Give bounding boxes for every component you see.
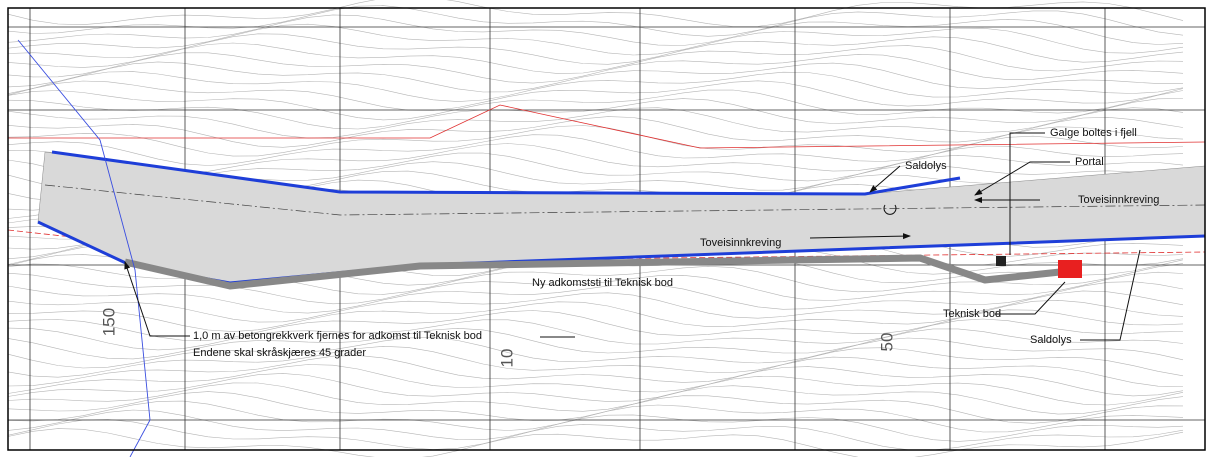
station-label: 50 <box>877 333 896 352</box>
label: Toveisinnkreving <box>700 237 781 249</box>
gantry <box>996 256 1006 266</box>
note: Endene skal skråskjæres 45 grader <box>193 347 366 359</box>
station-label: 150 <box>99 308 118 336</box>
label: Ny adkomststi til Teknisk bod <box>532 277 673 289</box>
label: Teknisk bod <box>943 308 1001 320</box>
label: Saldolys <box>1030 334 1072 346</box>
label: Saldolys <box>905 160 947 172</box>
station-label: 10 <box>497 349 516 368</box>
label: Portal <box>1075 156 1104 168</box>
label: Toveisinnkreving <box>1078 194 1159 206</box>
label: Galge boltes i fjell <box>1050 127 1137 139</box>
note: 1,0 m av betongrekkverk fjernes for adko… <box>193 330 482 342</box>
technical-building <box>1058 260 1082 278</box>
plan-drawing: Galge boltes i fjell Portal Saldolys Tov… <box>0 0 1211 457</box>
